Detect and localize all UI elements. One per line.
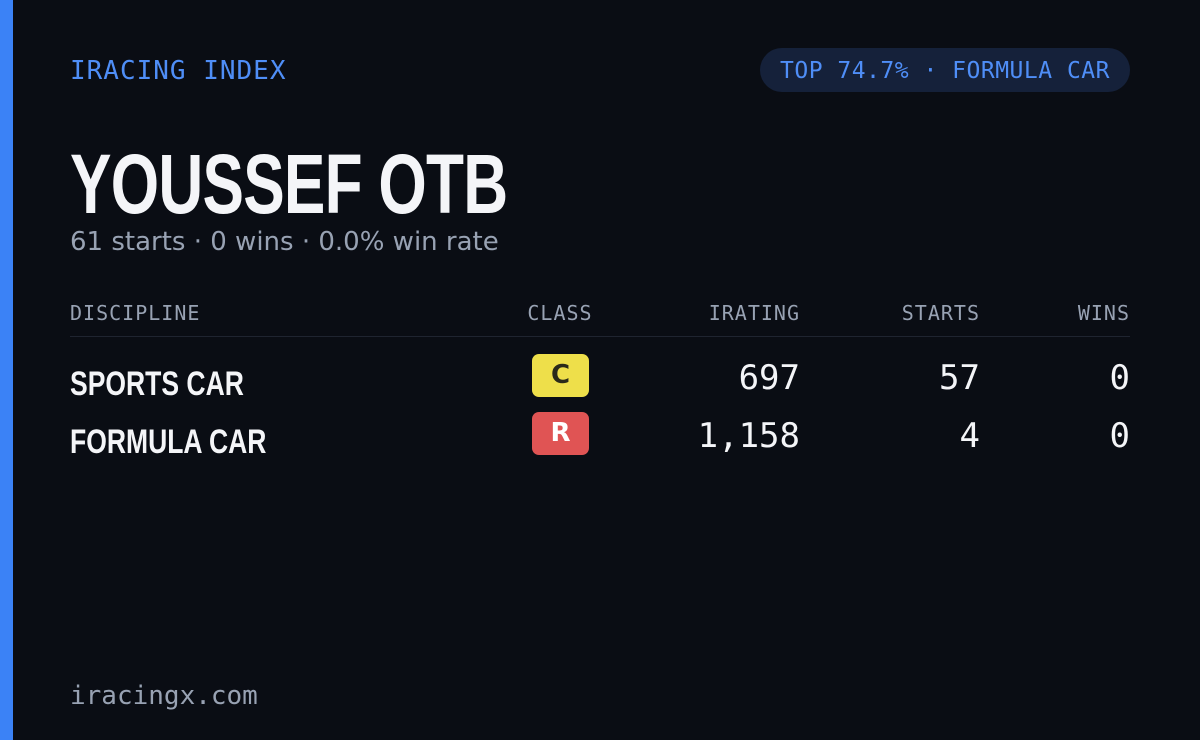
irating: 1,158 bbox=[697, 416, 800, 456]
divider bbox=[70, 336, 1130, 337]
footer-site: iracingx.com bbox=[70, 681, 258, 711]
class-badge: R bbox=[532, 412, 589, 455]
column-header: WINS bbox=[1077, 301, 1130, 325]
column-header: STARTS bbox=[901, 301, 980, 325]
accent-bar bbox=[0, 0, 13, 740]
column-header: DISCIPLINE bbox=[70, 301, 201, 325]
irating: 697 bbox=[738, 358, 800, 398]
driver-summary: 61 starts · 0 wins · 0.0% win rate bbox=[70, 227, 499, 257]
rank-badge: TOP 74.7% · FORMULA CAR bbox=[760, 48, 1130, 92]
discipline: FORMULA CAR bbox=[70, 423, 267, 461]
brand: IRACING INDEX bbox=[70, 56, 287, 86]
wins: 0 bbox=[1109, 416, 1130, 456]
starts: 4 bbox=[959, 416, 980, 456]
class-badge: C bbox=[532, 354, 589, 397]
column-header: IRATING bbox=[708, 301, 800, 325]
column-header: CLASS bbox=[527, 301, 593, 325]
driver-name: YOUSSEF OTB bbox=[70, 137, 508, 231]
wins: 0 bbox=[1109, 358, 1130, 398]
discipline: SPORTS CAR bbox=[70, 365, 244, 403]
starts: 57 bbox=[939, 358, 980, 398]
